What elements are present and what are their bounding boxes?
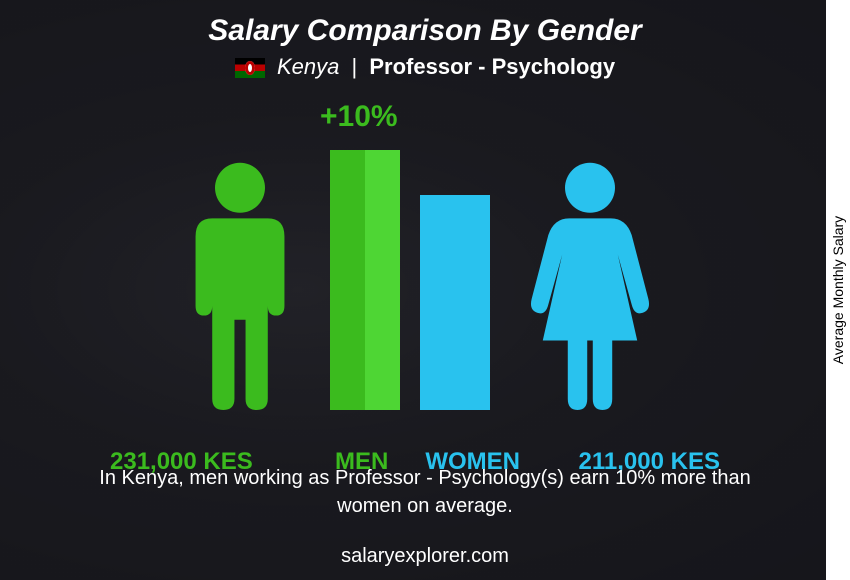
caption-text: In Kenya, men working as Professor - Psy… xyxy=(80,464,770,520)
separator: | xyxy=(352,54,358,79)
chart-area: +10% 231,000 KES MEN WOMEN 211,000 KES xyxy=(0,100,820,460)
header: Salary Comparison By Gender Kenya | Prof… xyxy=(0,0,850,80)
subtitle: Kenya | Professor - Psychology xyxy=(0,54,850,80)
kenya-flag-icon xyxy=(235,58,265,78)
male-bar xyxy=(330,150,400,410)
female-person-icon xyxy=(520,160,660,410)
footer-source: salaryexplorer.com xyxy=(0,545,850,568)
female-bar xyxy=(420,195,490,410)
main-title: Salary Comparison By Gender xyxy=(0,14,850,48)
y-axis-strip: Average Monthly Salary xyxy=(826,0,850,580)
role-name: Professor - Psychology xyxy=(369,54,615,79)
country-name: Kenya xyxy=(277,54,339,79)
percent-difference-label: +10% xyxy=(320,100,398,134)
y-axis-label: Average Monthly Salary xyxy=(830,216,846,364)
infographic-container: Salary Comparison By Gender Kenya | Prof… xyxy=(0,0,850,580)
male-person-icon xyxy=(170,160,310,410)
